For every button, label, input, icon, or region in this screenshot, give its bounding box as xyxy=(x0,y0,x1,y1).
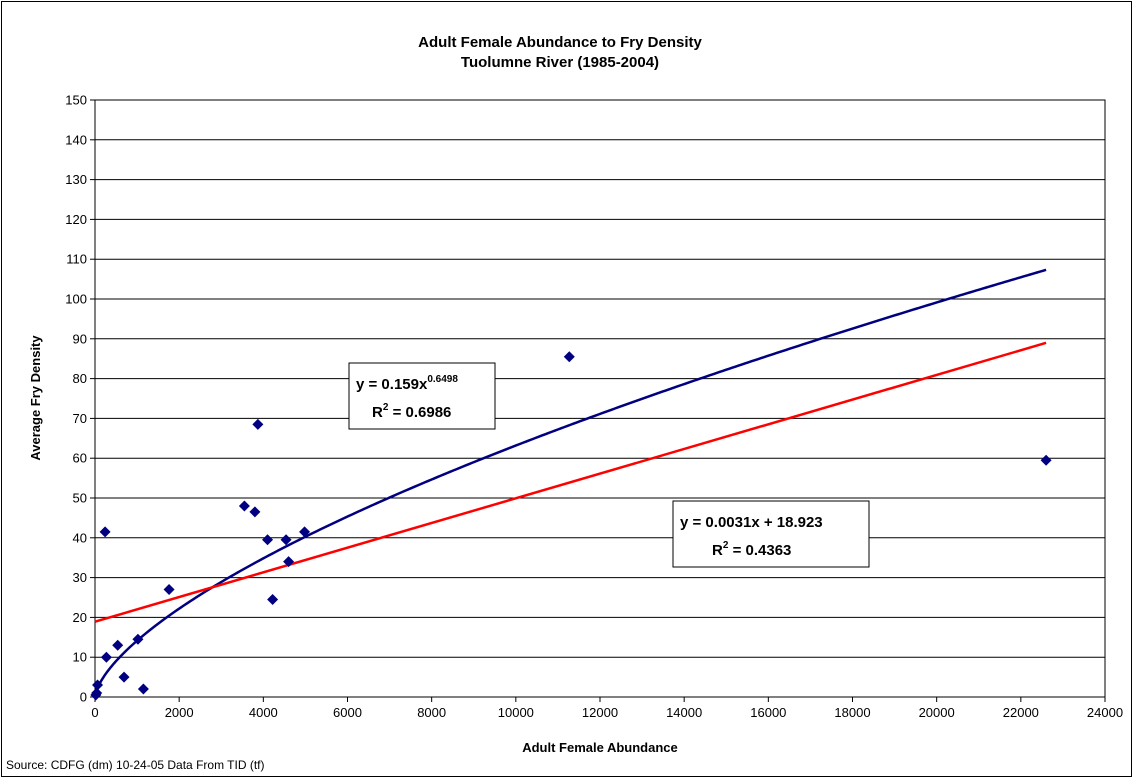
data-point xyxy=(252,418,264,430)
y-tick-label: 90 xyxy=(73,331,87,346)
data-point xyxy=(249,506,261,518)
data-point xyxy=(100,651,112,663)
power-r-squared: R2 = 0.6986 xyxy=(372,402,451,421)
x-tick-label: 6000 xyxy=(333,705,362,720)
power-equation: y = 0.159x0.6498 xyxy=(356,374,458,393)
plot-area xyxy=(94,99,1106,698)
y-tick-label: 10 xyxy=(73,650,87,665)
data-point xyxy=(563,351,575,363)
y-tick-label: 150 xyxy=(65,93,87,108)
data-point xyxy=(283,556,295,568)
x-tick-label: 16000 xyxy=(750,705,786,720)
x-tick-label: 4000 xyxy=(249,705,278,720)
data-points xyxy=(90,351,1052,701)
y-tick-label: 140 xyxy=(65,132,87,147)
y-tick-label: 110 xyxy=(66,252,87,267)
linear-annotation-box xyxy=(672,500,870,568)
data-point xyxy=(118,671,130,683)
data-point xyxy=(99,526,111,538)
x-tick-label: 14000 xyxy=(666,705,702,720)
x-tick-label: 2000 xyxy=(165,705,194,720)
linear-equation: y = 0.0031x + 18.923 xyxy=(680,514,823,531)
data-point xyxy=(299,526,311,538)
data-point xyxy=(280,534,292,546)
data-point xyxy=(1040,454,1052,466)
power-trendline xyxy=(93,268,1047,698)
data-point xyxy=(91,687,103,699)
y-tick-label: 40 xyxy=(73,530,87,545)
y-tick-label: 20 xyxy=(73,610,87,625)
data-point xyxy=(137,683,149,695)
y-tick-label: 120 xyxy=(65,212,87,227)
gridlines xyxy=(95,139,1105,658)
y-tick-label: 0 xyxy=(80,690,87,705)
y-tick-label: 70 xyxy=(73,411,87,426)
x-tick-label: 18000 xyxy=(834,705,870,720)
data-point xyxy=(92,679,104,691)
linear-trendline xyxy=(94,341,1047,623)
y-tick-label: 80 xyxy=(73,371,87,386)
linear-r-squared: R2 = 0.4363 xyxy=(712,540,791,559)
x-tick-label: 10000 xyxy=(498,705,534,720)
y-tick-label: 50 xyxy=(73,491,87,506)
x-tick-label: 0 xyxy=(91,705,98,720)
source-note: Source: CDFG (dm) 10-24-05 Data From TID… xyxy=(6,758,265,772)
y-axis-label: Average Fry Density xyxy=(28,335,43,461)
chart-subtitle: Tuolumne River (1985-2004) xyxy=(461,54,659,71)
data-point xyxy=(262,534,274,546)
x-tick-label: 22000 xyxy=(1003,705,1039,720)
y-tick-label: 30 xyxy=(73,570,87,585)
y-tick-label: 130 xyxy=(65,172,87,187)
data-point xyxy=(112,639,124,651)
y-tick-label: 60 xyxy=(73,451,87,466)
y-tick-label: 100 xyxy=(65,292,87,307)
linear-annotation: y = 0.0031x + 18.923 R2 = 0.4363 xyxy=(672,500,870,568)
power-annotation: y = 0.159x0.6498 R2 = 0.6986 xyxy=(348,362,496,430)
x-tick-label: 12000 xyxy=(582,705,618,720)
data-point xyxy=(132,633,144,645)
chart-title: Adult Female Abundance to Fry Density xyxy=(418,34,702,51)
x-axis-ticks: 0 2000 4000 6000 8000 10000 12000 14000 16000 180… xyxy=(91,697,1123,720)
data-point xyxy=(238,500,250,512)
y-axis-ticks: 0 10 20 30 40 50 60 70 80 90 100 110 120 130 140 150 xyxy=(65,93,95,705)
power-annotation-box xyxy=(348,362,496,430)
data-point xyxy=(267,593,279,605)
x-tick-label: 20000 xyxy=(919,705,955,720)
data-point xyxy=(163,584,175,596)
x-tick-label: 8000 xyxy=(417,705,446,720)
x-tick-label: 24000 xyxy=(1087,705,1123,720)
x-axis-label: Adult Female Abundance xyxy=(522,740,678,755)
